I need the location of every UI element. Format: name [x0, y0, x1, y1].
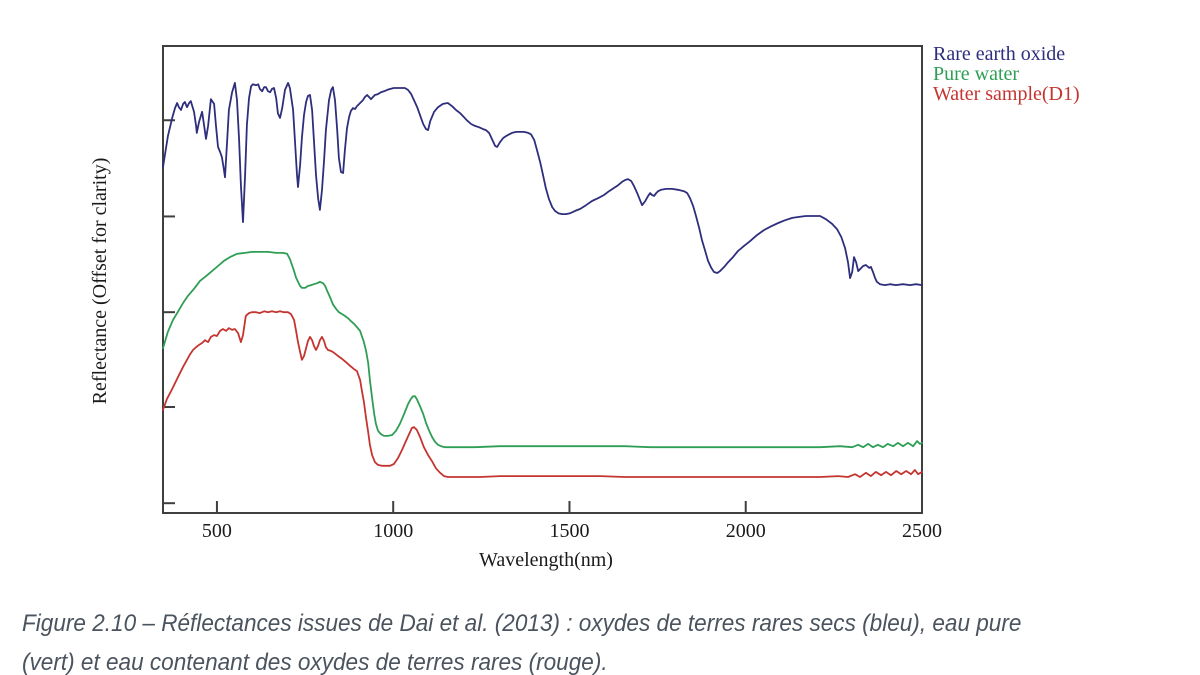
caption-line-1: Figure 2.10 – Réflectances issues de Dai… — [22, 610, 1022, 637]
legend-item: Water sample(D1) — [933, 83, 1080, 105]
x-tick-label-1000: 1000 — [373, 520, 414, 542]
plot-box — [162, 45, 923, 514]
x-tick-label-1500: 1500 — [549, 520, 590, 542]
x-tick-label-2000: 2000 — [725, 520, 766, 542]
x-tick-label-500: 500 — [201, 520, 232, 542]
x-axis-label: Wavelength(nm) — [479, 549, 613, 571]
figure-caption: Figure 2.10 – Réflectances issues de Dai… — [22, 604, 1112, 675]
curve-pure-water — [162, 250, 923, 449]
curve-water-sample-d1- — [162, 310, 923, 478]
x-tick-label-2500: 2500 — [902, 520, 942, 542]
curve-rare-earth-oxide — [162, 82, 923, 287]
y-axis-label: Reflectance (Offset for clarity) — [89, 157, 111, 405]
legend-item: Pure water — [933, 63, 1020, 85]
caption-line-2: (vert) et eau contenant des oxydes de te… — [22, 649, 608, 675]
legend-item: Rare earth oxide — [933, 43, 1066, 65]
chart-legend: Rare earth oxide Pure water Water sample(D… — [933, 44, 1080, 104]
